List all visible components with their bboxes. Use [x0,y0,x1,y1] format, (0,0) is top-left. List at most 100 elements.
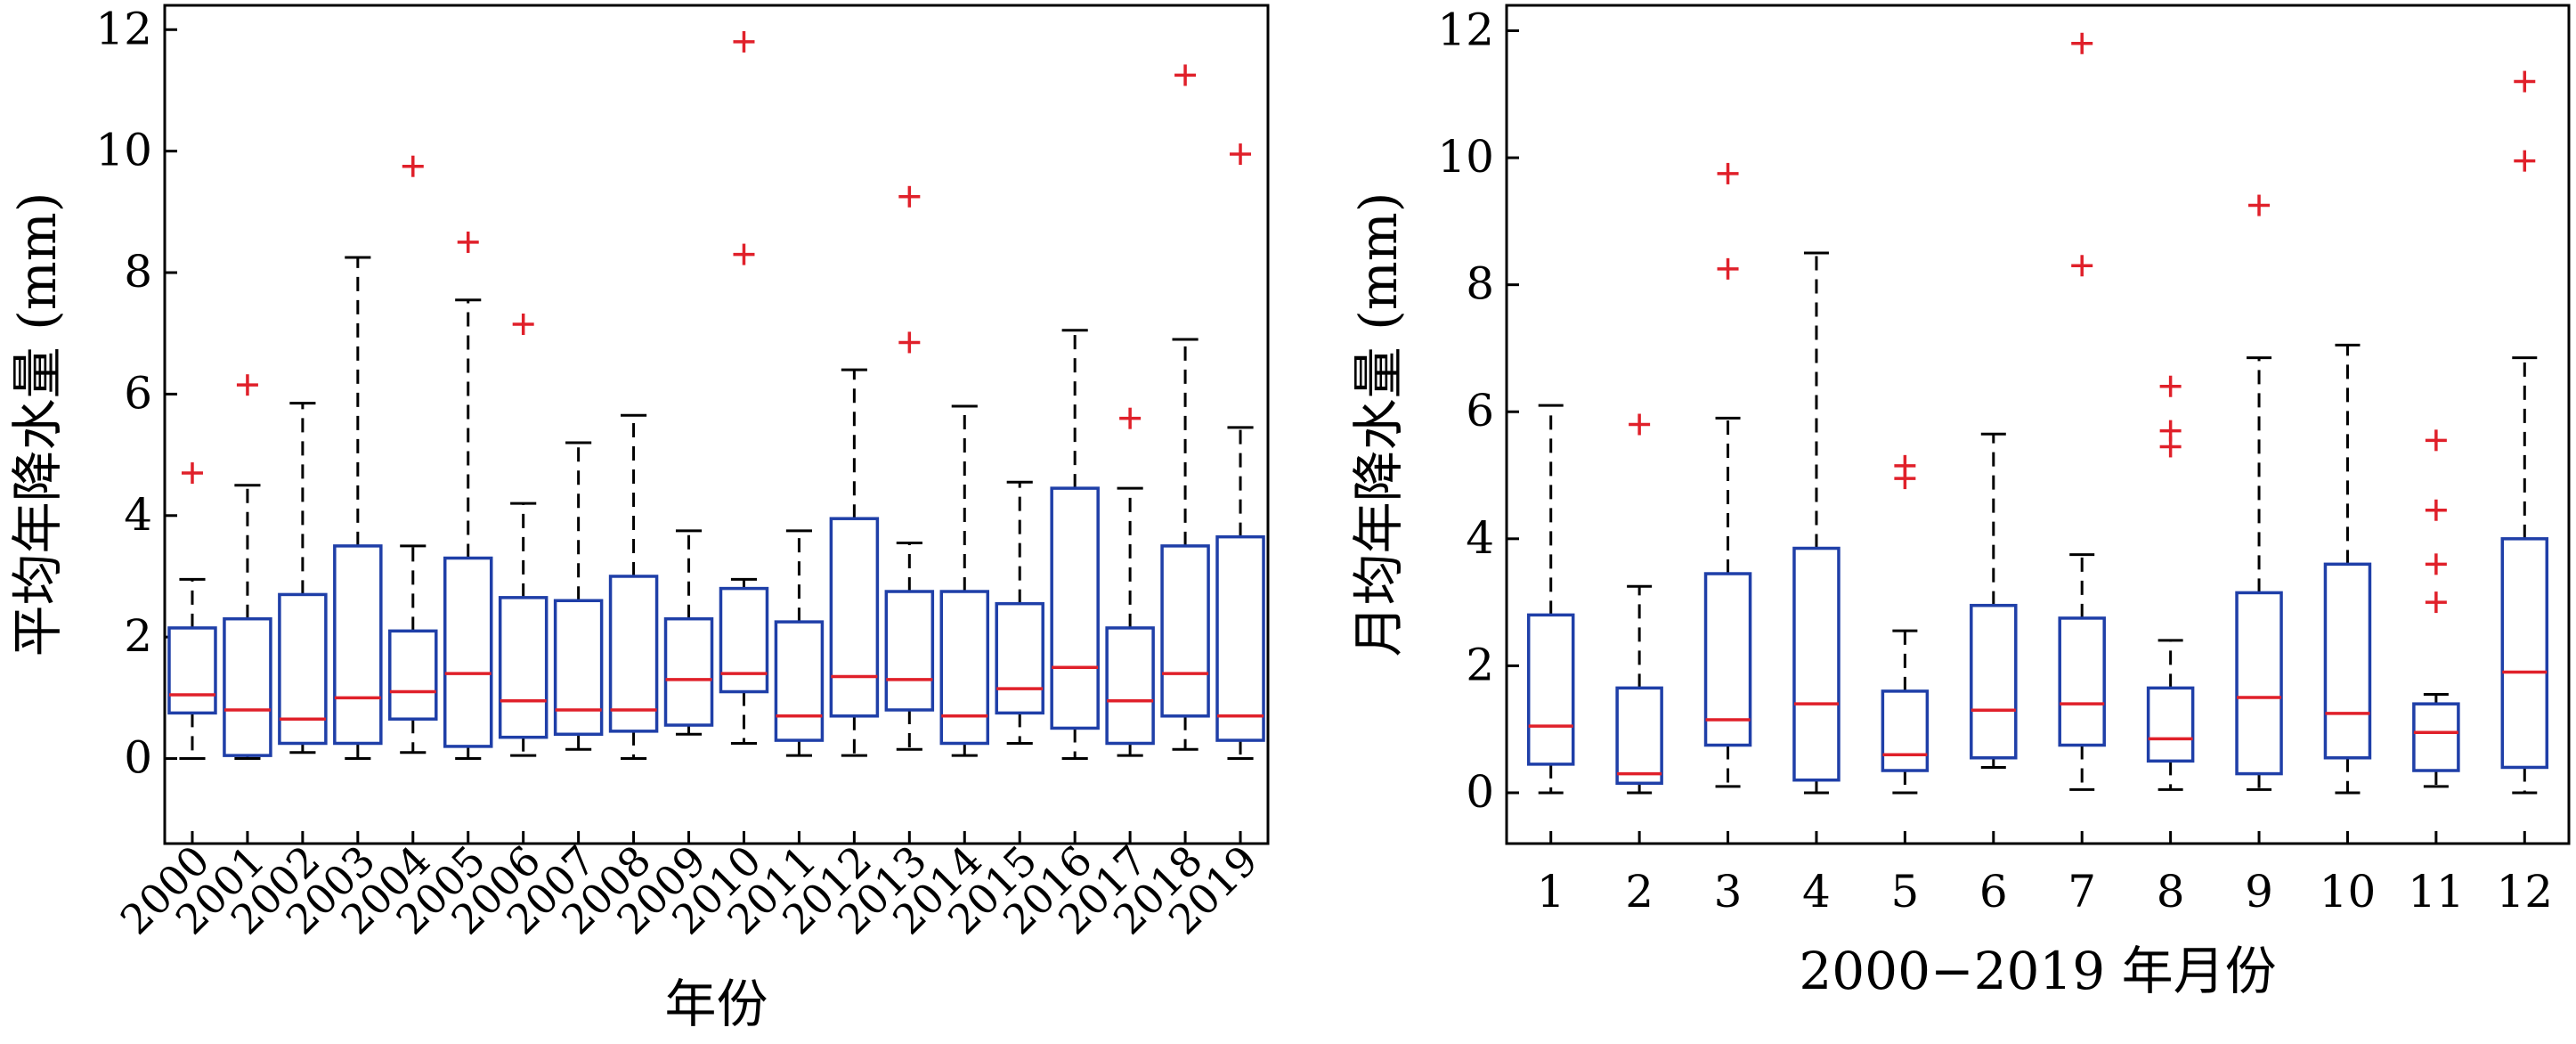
box-6 [1970,432,2018,769]
y-tick-label: 8 [1466,258,1494,310]
outlier-marker [402,155,424,177]
outlier-marker [2159,375,2182,397]
box-2012 [829,368,880,757]
box-7 [2058,32,2106,791]
iqr-box [553,599,604,737]
box-2007 [553,441,604,751]
outlier-marker [1717,162,1739,184]
box-9 [2235,194,2283,791]
iqr-box [939,590,990,746]
iqr-box [2235,591,2283,776]
iqr-box [1703,572,1752,747]
plot-frame [163,4,1270,845]
box-8 [2146,375,2195,791]
box-2002 [278,402,328,754]
outlier-marker [898,185,921,208]
box-2011 [774,529,825,757]
outlier-marker [2425,553,2447,575]
y-tick-label: 8 [124,246,152,298]
iqr-box [333,544,383,746]
box-4 [1792,251,1841,795]
y-tick-label: 10 [95,125,152,176]
y-tick-label: 2 [1466,639,1494,690]
box-2016 [1050,329,1100,761]
iqr-box [1881,689,1930,772]
iqr-box [167,626,217,715]
iqr-box [1970,603,2018,760]
box-2013 [884,185,935,751]
outlier-marker [733,243,755,265]
y-tick-label: 10 [1437,131,1494,183]
outlier-marker [236,374,258,396]
x-tick-label: 5 [1890,866,1919,918]
box-2010 [719,30,769,745]
box-2004 [388,155,438,754]
iqr-box [443,556,493,748]
y-tick-label: 4 [1466,512,1494,564]
outlier-marker [1230,143,1252,166]
outlier-marker [1629,413,1651,436]
box-2015 [995,480,1044,745]
iqr-box [223,616,272,757]
iqr-box [2323,562,2372,760]
iqr-box [1105,626,1155,746]
x-tick-label: 3 [1714,866,1743,918]
outlier-marker [2248,194,2271,216]
iqr-box [1526,613,1575,766]
outlier-marker [2514,70,2536,93]
outlier-marker [1717,257,1739,280]
x-tick-label: 9 [2245,866,2273,918]
plot-frame [1505,4,2571,845]
iqr-box [278,592,328,746]
box-2009 [663,529,714,736]
iqr-box [608,575,659,733]
outlier-marker [2425,591,2447,614]
outlier-marker [898,331,921,354]
y-tick-label: 6 [124,367,152,419]
outlier-marker [457,231,479,253]
outlier-marker [1894,454,1916,477]
iqr-box [663,616,714,727]
outlier-marker [2425,499,2447,521]
box-2000 [167,462,217,761]
iqr-box [884,590,935,712]
iqr-box [1215,534,1265,742]
y-tick-label: 12 [95,3,152,54]
box-2008 [608,413,659,761]
iqr-box [1050,486,1100,730]
x-tick-label: 12 [2496,866,2553,918]
outlier-marker [512,313,534,335]
iqr-box [388,629,438,721]
box-2014 [939,404,990,757]
x-axis-label: 年份 [664,974,768,1034]
y-tick-label: 2 [124,610,152,662]
box-5 [1881,454,1930,795]
x-tick-label: 10 [2320,866,2377,918]
y-tick-label: 0 [124,732,152,784]
x-tick-label: 4 [1802,866,1831,918]
box-2001 [223,374,272,761]
box-2005 [443,231,493,761]
y-tick-label: 6 [1466,385,1494,436]
x-tick-label: 8 [2157,866,2185,918]
outlier-marker [1119,407,1142,429]
box-11 [2412,429,2460,788]
box-2003 [333,256,383,761]
x-tick-label: 1 [1537,866,1565,918]
outlier-marker [2159,420,2182,442]
box-10 [2323,343,2372,795]
box-2 [1615,413,1663,795]
y-axis-label: 月均年降水量 (mm) [1348,192,1409,657]
iqr-box [995,601,1044,715]
y-axis-label: 平均年降水量 (mm) [7,192,68,657]
iqr-box [498,596,549,739]
y-tick-label: 4 [124,489,152,541]
box-2006 [498,313,549,757]
chart-panel-annual: 0246810122000200120022003200420052006200… [7,3,1270,1034]
box-2018 [1160,64,1210,751]
iqr-box [1615,686,1663,786]
outlier-marker [733,30,755,53]
box-1 [1526,404,1575,795]
